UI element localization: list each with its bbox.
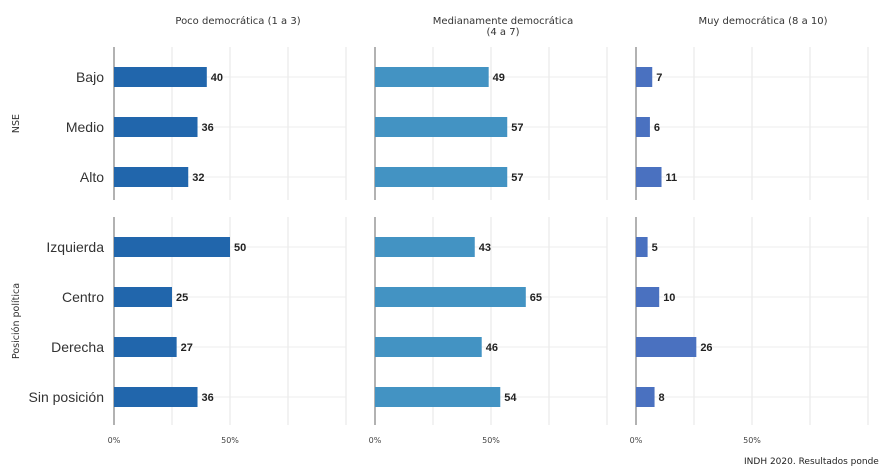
category-label: Bajo [76,69,104,85]
data-label: 8 [659,392,665,404]
bar [375,67,489,87]
bar [114,287,172,307]
category-label: Alto [80,169,104,185]
data-label: 32 [192,172,204,184]
bar [114,117,198,137]
x-tick-label: 0% [630,436,643,445]
caption: INDH 2020. Resultados ponderados [744,457,879,466]
group-label: Posición política [11,283,22,359]
data-label: 11 [666,172,678,184]
bar [636,287,660,307]
data-label: 27 [181,342,193,354]
bar [114,337,177,357]
data-label: 49 [493,72,505,84]
x-tick-label: 50% [221,436,239,445]
bar [375,167,508,187]
bar [636,237,648,257]
x-tick-label: 0% [108,436,121,445]
bar [375,337,482,357]
category-label: Medio [66,119,104,135]
bar [375,387,501,407]
bar [114,237,230,257]
data-label: 46 [486,342,498,354]
data-label: 36 [202,392,214,404]
category-label: Centro [62,289,104,305]
data-label: 7 [656,72,662,84]
category-label: Sin posición [29,389,105,405]
data-label: 54 [504,392,517,404]
facet-title: Medianamente democrática [433,15,573,27]
data-label: 43 [479,242,491,254]
data-label: 57 [511,172,523,184]
facet-title: Muy democrática (8 a 10) [698,15,827,27]
bar [636,167,662,187]
bar [636,387,655,407]
data-label: 65 [530,292,542,304]
facet-title: Poco democrática (1 a 3) [175,15,300,27]
bar [375,117,508,137]
bar [375,287,526,307]
data-label: 5 [652,242,658,254]
bar [114,167,189,187]
facet-title: (4 a 7) [486,27,519,38]
bar [636,337,697,357]
data-label: 10 [663,292,675,304]
category-label: Derecha [51,339,104,355]
x-tick-label: 50% [743,436,761,445]
bar [114,387,198,407]
bar [114,67,207,87]
category-label: Izquierda [46,239,104,255]
bar [375,237,475,257]
data-label: 36 [202,122,214,134]
data-label: 25 [176,292,188,304]
data-label: 57 [511,122,523,134]
x-tick-label: 0% [369,436,382,445]
data-label: 50 [234,242,246,254]
data-label: 40 [211,72,223,84]
data-label: 6 [654,122,660,134]
bar [636,67,653,87]
group-label: NSE [11,114,22,133]
x-tick-label: 50% [482,436,500,445]
bar [636,117,650,137]
data-label: 26 [700,342,712,354]
